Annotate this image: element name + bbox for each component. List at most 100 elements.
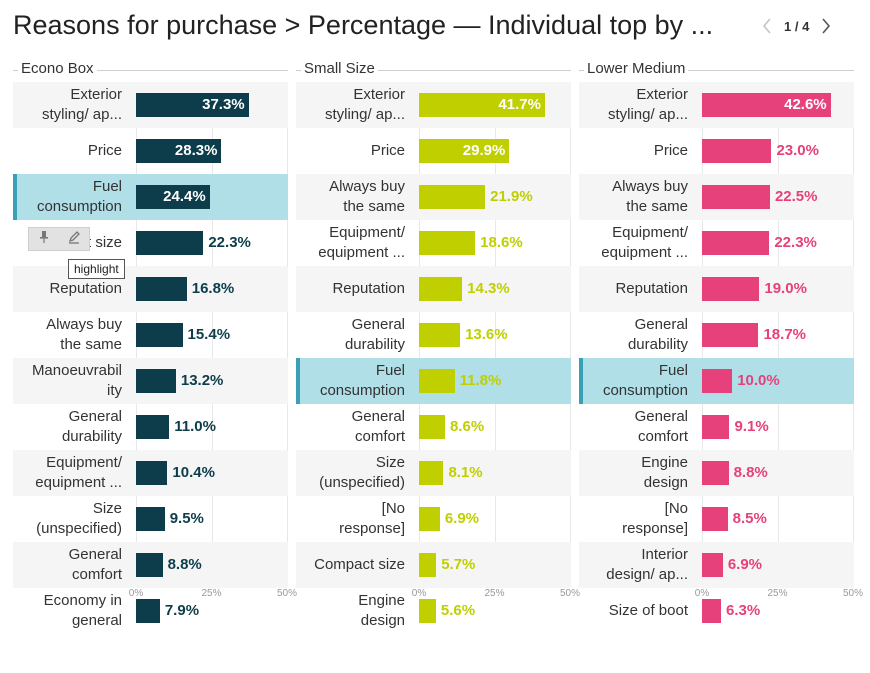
category-label: Size (unspecified): [17, 496, 122, 542]
bar-row[interactable]: Manoeuvrabil ity 13.2%: [13, 358, 288, 404]
bar-row[interactable]: General durability 11.0%: [13, 404, 288, 450]
bar-row[interactable]: Economy in general 7.9%: [13, 588, 288, 634]
bar[interactable]: [419, 415, 445, 439]
category-label: Exterior styling/ ap...: [17, 82, 122, 128]
bar[interactable]: [702, 277, 760, 301]
category-label-line: consumption: [319, 382, 405, 399]
pin-button[interactable]: [37, 230, 51, 249]
bar-row[interactable]: [No response] 8.5%: [579, 496, 854, 542]
bar[interactable]: [136, 461, 168, 485]
bar[interactable]: [136, 277, 187, 301]
bar-row[interactable]: Size (unspecified) 8.1%: [296, 450, 571, 496]
bar[interactable]: [702, 599, 722, 623]
category-label: Engine design: [300, 588, 405, 634]
bar[interactable]: [136, 231, 204, 255]
bar-row[interactable]: General durability 13.6%: [296, 312, 571, 358]
bar-row[interactable]: Reputation 14.3%: [296, 266, 571, 312]
bar[interactable]: [419, 369, 455, 393]
bar-row[interactable]: Interior design/ ap... 6.9%: [579, 542, 854, 588]
bar-row[interactable]: Reputation 19.0%: [579, 266, 854, 312]
bar-row[interactable]: Engine design 5.6%: [296, 588, 571, 634]
bar[interactable]: [136, 93, 249, 117]
bar[interactable]: [136, 369, 176, 393]
bar-row[interactable]: Fuel consumption 11.8%: [296, 358, 571, 404]
bar[interactable]: [136, 507, 165, 531]
value-label: 7.9%: [164, 602, 200, 619]
bar-row[interactable]: Exterior styling/ ap... 42.6%: [579, 82, 854, 128]
category-label: Interior design/ ap...: [583, 542, 688, 588]
bar-row[interactable]: Reputation 16.8%: [13, 266, 288, 312]
bar[interactable]: [136, 185, 210, 209]
bar[interactable]: [136, 415, 170, 439]
category-label: Exterior styling/ ap...: [300, 82, 405, 128]
bar-row[interactable]: Always buy the same 22.5%: [579, 174, 854, 220]
category-label-line: General: [351, 408, 405, 425]
bar[interactable]: [702, 231, 770, 255]
bar[interactable]: [419, 553, 437, 577]
bar[interactable]: [419, 277, 463, 301]
category-label-line: Compact size: [314, 556, 405, 573]
bar[interactable]: [702, 553, 723, 577]
value-label: 10.0%: [737, 372, 780, 389]
chart-title: Lower Medium: [584, 60, 689, 77]
bar-row[interactable]: [No response] 6.9%: [296, 496, 571, 542]
bar[interactable]: [419, 323, 461, 347]
previous-page-button[interactable]: [758, 14, 776, 38]
bar-row[interactable]: Exterior styling/ ap... 37.3%: [13, 82, 288, 128]
value-label: 8.6%: [449, 418, 485, 435]
value-label: 9.1%: [734, 418, 769, 435]
bar[interactable]: [702, 415, 730, 439]
bar[interactable]: [419, 185, 486, 209]
category-label-line: design: [643, 474, 688, 491]
category-label-line: (unspecified): [36, 520, 122, 537]
bar[interactable]: [136, 599, 160, 623]
category-label-line: General: [634, 408, 688, 425]
category-label-line: (unspecified): [319, 474, 405, 491]
bar-row[interactable]: Equipment/equipment ... 10.4%: [13, 450, 288, 496]
bar[interactable]: [702, 507, 728, 531]
annotate-button[interactable]: [67, 230, 81, 249]
category-label: [No response]: [300, 496, 405, 542]
bar-row[interactable]: Price 23.0%: [579, 128, 854, 174]
bar-row[interactable]: Equipment/equipment ... 18.6%: [296, 220, 571, 266]
bar-row[interactable]: Always buy the same 21.9%: [296, 174, 571, 220]
bar-row[interactable]: Fuel consumption 10.0%: [579, 358, 854, 404]
value-label: 22.3%: [208, 234, 251, 251]
bar[interactable]: [419, 93, 545, 117]
bar-row[interactable]: General durability 18.7%: [579, 312, 854, 358]
bar-row[interactable]: General comfort 8.8%: [13, 542, 288, 588]
bar-row[interactable]: Price 28.3%: [13, 128, 288, 174]
bar-row[interactable]: Engine design 8.8%: [579, 450, 854, 496]
bar[interactable]: [419, 461, 444, 485]
bar[interactable]: [136, 323, 183, 347]
panel-header: Econo Box: [13, 58, 288, 82]
bar-row[interactable]: Fuel consumption 24.4%: [13, 174, 288, 220]
bar-row[interactable]: Always buy the same 15.4%: [13, 312, 288, 358]
bar-row[interactable]: Price 29.9%: [296, 128, 571, 174]
bar[interactable]: [702, 369, 733, 393]
value-label: 24.4%: [163, 188, 206, 205]
bar[interactable]: [136, 139, 222, 163]
bar[interactable]: [702, 461, 729, 485]
bar[interactable]: [136, 553, 163, 577]
bar-row[interactable]: General comfort 9.1%: [579, 404, 854, 450]
bar[interactable]: [419, 599, 436, 623]
bar-row[interactable]: General comfort 8.6%: [296, 404, 571, 450]
chevron-right-icon: [822, 18, 831, 34]
bar-row[interactable]: Size (unspecified) 9.5%: [13, 496, 288, 542]
bar[interactable]: [702, 185, 770, 209]
bar-row[interactable]: Size of boot 6.3%: [579, 588, 854, 634]
bar[interactable]: [419, 507, 440, 531]
bar-row[interactable]: Exterior styling/ ap... 41.7%: [296, 82, 571, 128]
category-label: Engine design: [583, 450, 688, 496]
category-label-line: Engine: [641, 454, 688, 471]
bar[interactable]: [702, 323, 759, 347]
bar[interactable]: [419, 231, 476, 255]
bar-row[interactable]: Equipment/equipment ... 22.3%: [579, 220, 854, 266]
bar[interactable]: [702, 93, 831, 117]
bar[interactable]: [419, 139, 510, 163]
next-page-button[interactable]: [817, 14, 835, 38]
category-label: General comfort: [583, 404, 688, 450]
bar-row[interactable]: Compact size 5.7%: [296, 542, 571, 588]
bar[interactable]: [702, 139, 772, 163]
